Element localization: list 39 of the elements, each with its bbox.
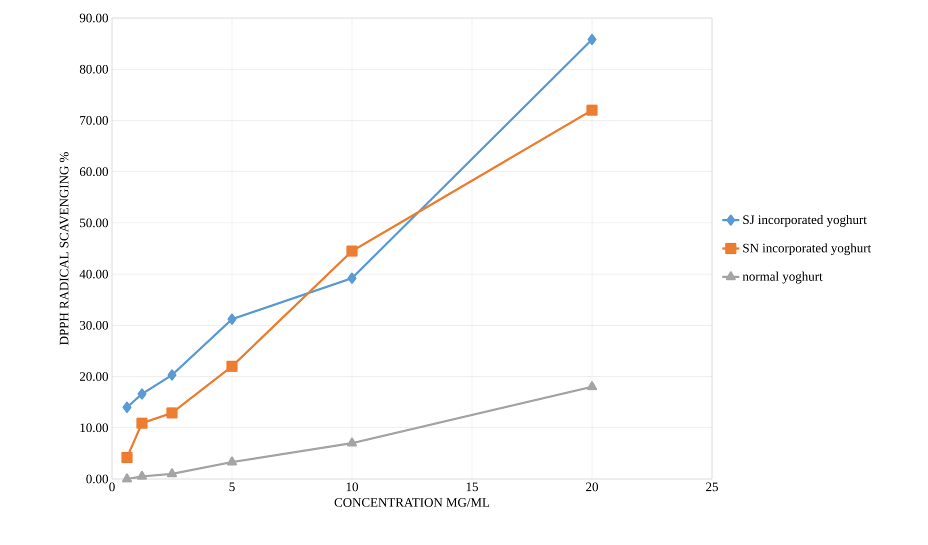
x-tick-label: 20	[586, 482, 598, 492]
y-tick-label: 40.00	[80, 270, 108, 279]
y-tick-label: 30.00	[80, 320, 108, 330]
point	[121, 452, 133, 464]
point	[226, 360, 238, 372]
y-tick-label: 60.00	[80, 167, 108, 176]
x-axis-title: CONCENTRATION MG/ML	[334, 498, 490, 507]
y-tick-label: 90.00	[80, 14, 108, 22]
x-tick-label: 0	[109, 482, 115, 492]
legend-label: SJ incorporated yoghurt	[743, 214, 867, 227]
point	[168, 369, 176, 381]
point	[166, 407, 178, 419]
y-tick-label: 0.00	[86, 474, 108, 484]
x-tick-label: 10	[346, 482, 358, 492]
point	[122, 402, 132, 413]
x-tick-label: 15	[466, 482, 478, 492]
point	[136, 418, 148, 429]
point	[346, 245, 358, 257]
legend-label: SN incorporated yoghurt	[743, 243, 872, 256]
y-tick-label: 20.00	[80, 372, 108, 381]
y-tick-label: 50.00	[80, 218, 108, 228]
point	[348, 272, 356, 284]
point	[347, 438, 357, 446]
point	[167, 468, 177, 478]
point	[137, 470, 147, 480]
point	[587, 381, 597, 390]
point	[122, 473, 132, 482]
point	[586, 104, 598, 116]
legend-label: normal yoghurt	[742, 272, 823, 284]
x-tick-label: 5	[230, 482, 235, 492]
y-axis-title: DPPH RADICAL SCAVENGING %	[60, 152, 69, 345]
point	[138, 388, 146, 400]
x-tick-label: 25	[706, 482, 718, 492]
y-tick-label: 70.00	[80, 116, 108, 125]
y-tick-label: 80.00	[80, 64, 108, 74]
point	[588, 34, 596, 46]
point	[228, 314, 236, 325]
point	[227, 456, 237, 466]
y-tick-label: 10.00	[80, 423, 108, 432]
